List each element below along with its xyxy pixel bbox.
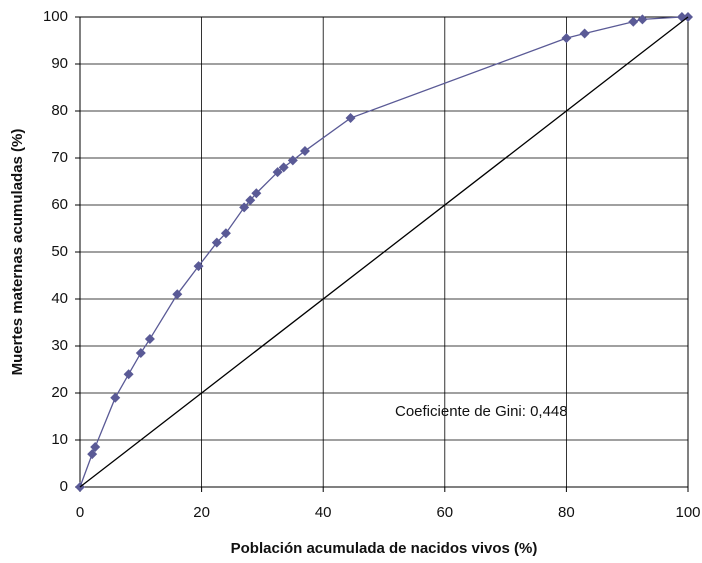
y-tick-label: 0 [60,478,68,495]
marker [172,289,183,300]
marker [110,392,121,403]
x-tick-label: 100 [675,504,700,521]
marker [87,449,98,460]
y-axis-title: Muertes maternas acumuladas (%) [9,129,26,376]
marker [345,113,356,124]
y-tick-label: 70 [51,149,68,166]
marker [278,162,289,173]
x-tick-label: 40 [315,504,332,521]
marker [193,261,204,272]
y-tick-label: 90 [51,55,68,72]
marker [239,202,250,213]
marker [637,14,648,25]
x-tick-label: 60 [436,504,453,521]
annotation: Coeficiente de Gini: 0,448 [395,403,568,420]
x-tick-label: 80 [558,504,575,521]
x-tick-label: 20 [193,504,210,521]
y-tick-label: 40 [51,290,68,307]
y-tick-label: 50 [51,243,68,260]
marker [220,228,231,239]
marker [287,155,298,166]
plot-frame [79,16,689,488]
marker [211,237,222,248]
marker [245,195,256,206]
marker [561,33,572,44]
marker [144,333,155,344]
marker [628,16,639,27]
line [79,16,689,488]
x-axis-title: Población acumulada de nacidos vivos (%) [231,540,538,557]
marker [135,348,146,359]
y-tick-label: 100 [43,8,68,25]
y-tick-label: 80 [51,102,68,119]
marker [123,369,134,380]
marker [299,145,310,156]
y-tick-label: 60 [51,196,68,213]
marker [251,188,262,199]
marker [90,442,101,453]
marker [579,28,590,39]
x-tick-label: 0 [76,504,84,521]
y-tick-label: 20 [51,384,68,401]
y-tick-label: 30 [51,337,68,354]
y-tick-label: 10 [51,431,68,448]
marker [272,167,283,178]
